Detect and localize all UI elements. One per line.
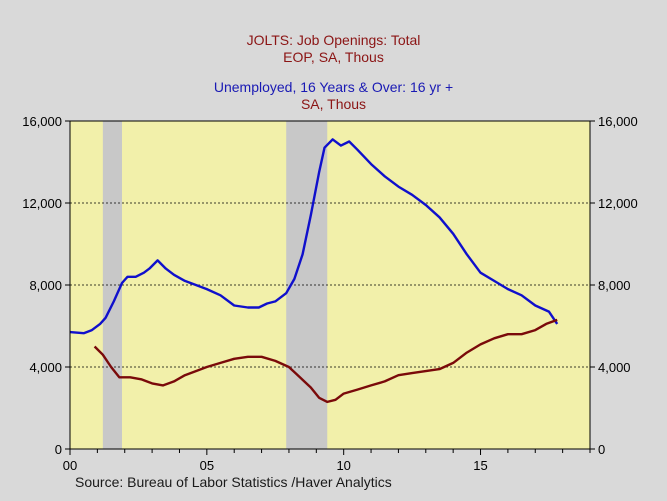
series-line-unemployed <box>69 138 559 335</box>
y-tick-label-right: 16,000 <box>598 114 638 129</box>
title-job-openings: JOLTS: Job Openings: Total <box>246 32 421 48</box>
x-tick-label: 05 <box>200 458 214 473</box>
y-tick-label-left: 16,000 <box>22 114 62 129</box>
y-tick-label-left: 12,000 <box>22 196 62 211</box>
x-tick-label: 10 <box>336 458 350 473</box>
subtitle-unemployed-units: SA, Thous <box>300 96 367 112</box>
x-tick-label: 00 <box>63 458 77 473</box>
x-tick-label: 15 <box>473 458 487 473</box>
y-tick-label-right: 0 <box>598 442 605 457</box>
title-unemployed: Unemployed, 16 Years & Over: 16 yr + <box>213 79 454 95</box>
y-tick-label-right: 4,000 <box>598 360 631 375</box>
y-tick-label-left: 4,000 <box>29 360 62 375</box>
source-note: Source: Bureau of Labor Statistics /Have… <box>75 474 392 490</box>
y-tick-label-left: 8,000 <box>29 278 62 293</box>
series-line-job-openings <box>93 318 558 404</box>
data-series <box>69 138 559 404</box>
y-tick-label-right: 12,000 <box>598 196 638 211</box>
subtitle-job-openings-units: EOP, SA, Thous <box>283 49 384 65</box>
y-tick-label-left: 0 <box>55 442 62 457</box>
y-tick-label-right: 8,000 <box>598 278 631 293</box>
